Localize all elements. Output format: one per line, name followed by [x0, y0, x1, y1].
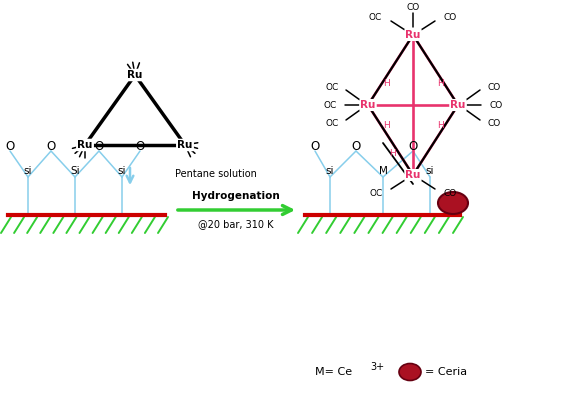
- Text: O: O: [310, 140, 320, 154]
- Ellipse shape: [399, 364, 421, 380]
- Text: CO: CO: [406, 2, 420, 12]
- Text: = Ceria: = Ceria: [425, 367, 467, 377]
- Text: H: H: [383, 120, 389, 130]
- Text: CO: CO: [443, 188, 456, 198]
- Text: OC: OC: [370, 188, 383, 198]
- Text: O: O: [94, 140, 103, 154]
- Text: Ru: Ru: [450, 100, 466, 110]
- Text: Si: Si: [70, 166, 80, 176]
- Text: OC: OC: [326, 82, 339, 92]
- Text: si: si: [118, 166, 126, 176]
- Text: OC: OC: [324, 100, 337, 110]
- Text: Hydrogenation: Hydrogenation: [192, 191, 280, 201]
- Text: CO: CO: [489, 100, 502, 110]
- Text: H: H: [383, 78, 389, 88]
- Text: Pentane solution: Pentane solution: [175, 169, 257, 179]
- Text: OC: OC: [326, 118, 339, 128]
- Text: Ru: Ru: [178, 140, 193, 150]
- Text: Ru: Ru: [405, 170, 421, 180]
- Text: H: H: [389, 148, 396, 158]
- Text: M: M: [379, 166, 387, 176]
- Text: Ru: Ru: [405, 30, 421, 40]
- Text: M= Ce: M= Ce: [315, 367, 352, 377]
- Text: 3+: 3+: [370, 362, 384, 372]
- Text: Ru: Ru: [128, 70, 143, 80]
- Text: Ru: Ru: [360, 100, 375, 110]
- Text: CO: CO: [487, 118, 500, 128]
- Text: O: O: [409, 140, 418, 154]
- Text: CO: CO: [444, 14, 457, 22]
- Text: si: si: [326, 166, 334, 176]
- Text: Ru: Ru: [78, 140, 93, 150]
- Ellipse shape: [438, 192, 468, 214]
- Text: si: si: [426, 166, 434, 176]
- Text: @20 bar, 310 K: @20 bar, 310 K: [198, 219, 274, 229]
- Text: O: O: [47, 140, 56, 154]
- Text: CO: CO: [487, 82, 500, 92]
- Text: O: O: [6, 140, 15, 154]
- Text: si: si: [24, 166, 32, 176]
- Text: O: O: [135, 140, 144, 154]
- Text: H: H: [437, 78, 443, 88]
- Text: H: H: [437, 120, 443, 130]
- Text: O: O: [351, 140, 361, 154]
- Text: OC: OC: [369, 14, 382, 22]
